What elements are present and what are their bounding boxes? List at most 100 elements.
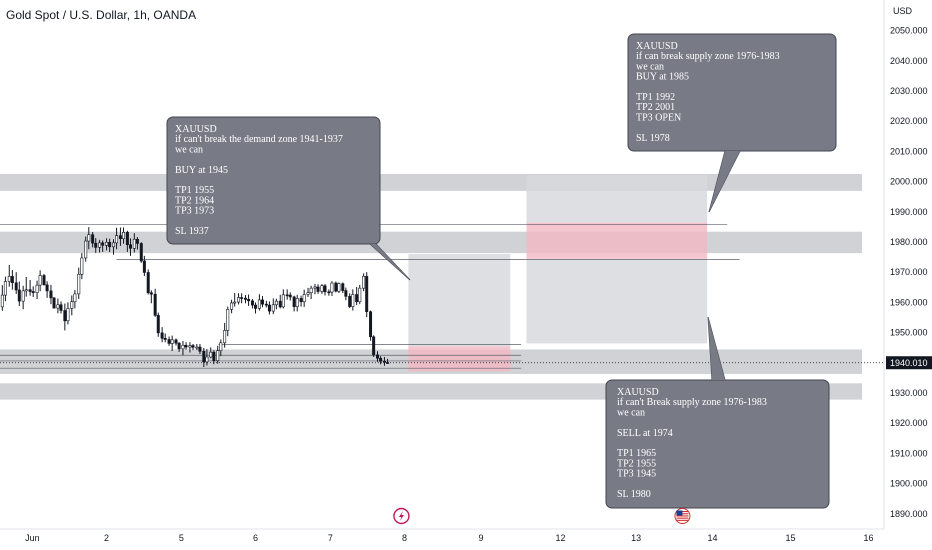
candle-body	[243, 297, 247, 300]
candle	[56, 298, 60, 314]
callout-line: TP3 1973	[175, 206, 214, 217]
candle	[128, 238, 132, 256]
candle	[372, 335, 376, 358]
price-axis[interactable]: 2050.000 2040.000 2030.000 2020.000 2010.000…	[883, 0, 932, 529]
time-axis[interactable]: Jun 2 5 6 7 8 9 12 13 14 15 16	[0, 528, 884, 543]
candle	[132, 233, 136, 253]
candle-body	[66, 308, 70, 322]
candle	[271, 298, 275, 315]
candle-body	[177, 342, 181, 350]
candle	[288, 292, 292, 301]
candle-body	[118, 235, 122, 239]
candle-body	[285, 294, 289, 297]
candle-body	[156, 315, 160, 334]
candle	[52, 297, 56, 309]
candle-body	[52, 297, 56, 309]
candle	[323, 283, 327, 296]
candle	[122, 227, 126, 244]
candle-body	[10, 276, 14, 284]
price-tick-label: 1910.000	[890, 448, 928, 458]
candle	[17, 281, 21, 306]
candle	[274, 298, 278, 310]
candle-body	[198, 346, 202, 352]
candle	[63, 303, 67, 331]
candle-body	[49, 290, 53, 299]
candle	[125, 230, 129, 252]
candle-body	[271, 304, 275, 312]
time-tick-label: 13	[631, 533, 641, 543]
time-tick-label: 12	[555, 533, 565, 543]
candle-body	[45, 284, 49, 292]
candle-body	[91, 234, 95, 244]
callout-line: we can	[636, 61, 664, 72]
price-tick-label: 1980.000	[890, 237, 928, 247]
candle-body	[237, 297, 241, 303]
candle	[341, 282, 345, 294]
event-markers-layer	[393, 507, 691, 525]
candle	[195, 344, 199, 351]
flash-icon[interactable]	[393, 507, 410, 525]
candle-body	[135, 238, 139, 244]
candle-body	[257, 299, 261, 309]
candle	[257, 294, 261, 311]
candle	[278, 294, 282, 309]
position-box-gray-5	[526, 258, 708, 344]
candle-body	[320, 285, 324, 292]
position-box-gray-1	[408, 254, 511, 347]
candle-body	[376, 354, 380, 359]
candle	[320, 283, 324, 294]
candle	[7, 264, 11, 287]
candle	[105, 238, 109, 251]
price-tick-label: 1930.000	[890, 388, 928, 398]
candle	[191, 344, 195, 351]
candle-body	[191, 345, 195, 348]
time-tick-label: 7	[328, 533, 333, 543]
us-flag-icon[interactable]	[674, 508, 691, 524]
callout-pointer-fill	[708, 317, 725, 380]
candle	[202, 347, 206, 367]
candle	[386, 358, 390, 364]
candle	[334, 281, 338, 293]
candle	[181, 341, 185, 356]
candle-body	[264, 303, 268, 306]
candle-body	[28, 289, 32, 292]
candle-body	[0, 294, 4, 308]
callout-line: TP1 1955	[175, 185, 214, 196]
candle	[362, 273, 366, 292]
candle	[153, 288, 157, 317]
candle	[59, 301, 63, 314]
callout-line: XAUUSD	[175, 124, 217, 135]
candle-body	[174, 339, 178, 344]
candle-body	[56, 304, 60, 309]
candle-body	[42, 275, 46, 286]
candle-body	[63, 310, 67, 322]
candle	[45, 281, 49, 298]
candle-body	[188, 345, 192, 348]
callout-line: TP2 2001	[636, 102, 675, 113]
callout-line: XAUUSD	[617, 387, 659, 398]
candle	[174, 338, 178, 346]
price-tick-label: 1960.000	[890, 297, 928, 307]
position-box-gray-3	[526, 175, 708, 223]
candle-body	[355, 294, 359, 303]
candle-body	[3, 281, 7, 296]
callout-line: TP3 OPEN	[636, 112, 681, 123]
candle-body	[362, 276, 366, 289]
callout-line: SELL at 1974	[617, 428, 673, 439]
candle-body	[122, 232, 126, 239]
price-tick-label: 1990.000	[890, 207, 928, 217]
callout-pointer-fill	[709, 151, 740, 212]
candle	[163, 333, 167, 343]
candle-body	[337, 283, 341, 292]
callout-line: SL 1937	[175, 226, 209, 237]
candle-body	[260, 299, 264, 305]
time-tick-label: Jun	[25, 533, 40, 543]
candle	[212, 350, 216, 365]
price-tick-label: 1900.000	[890, 479, 928, 489]
time-tick-label: 15	[786, 533, 796, 543]
position-box-red-4	[526, 222, 708, 259]
